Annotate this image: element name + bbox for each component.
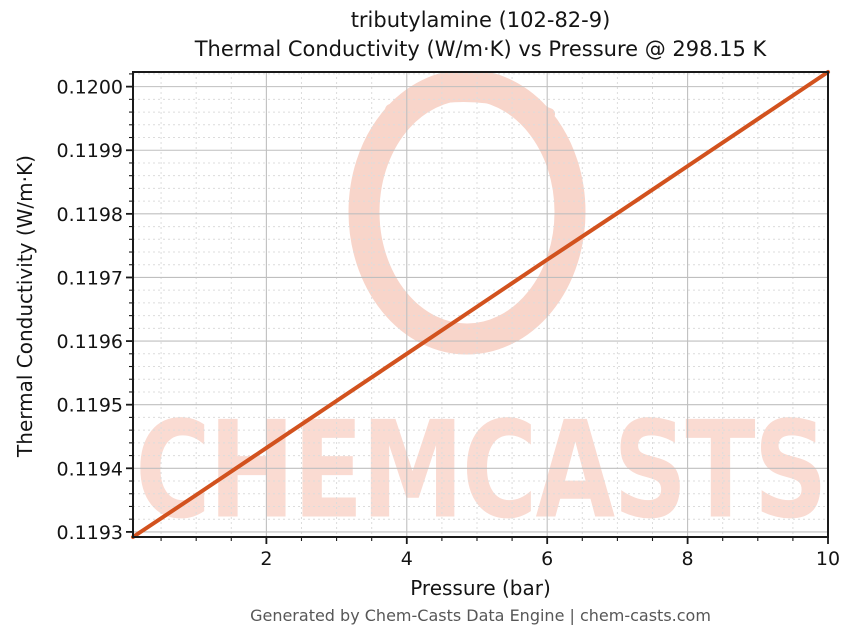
x-tick-label: 6 [541,548,553,570]
x-axis-label: Pressure (bar) [410,576,551,600]
x-tick-label: 4 [401,548,413,570]
y-tick-label: 0.1195 [57,395,123,417]
watermark-text: CHEMCASTS [135,393,828,537]
chart-title-line2: Thermal Conductivity (W/m·K) vs Pressure… [194,37,767,61]
watermark: CHEMCASTS [133,72,828,537]
y-tick-label: 0.1196 [57,331,123,353]
x-tick-label: 2 [260,548,272,570]
y-tick-label: 0.1199 [57,140,123,162]
footer-caption: Generated by Chem-Casts Data Engine | ch… [250,606,711,625]
y-axis-label: Thermal Conductivity (W/m·K) [13,155,37,457]
y-tick-label: 0.1194 [57,458,123,480]
x-tick-label: 10 [816,548,840,570]
chemcasts-logo-ring-icon [348,72,586,355]
chart-title: tributylamine (102-82-9) Thermal Conduct… [133,6,828,64]
y-tick-label: 0.1198 [57,204,123,226]
y-tick-label: 0.1200 [57,77,123,99]
y-tick-label: 0.1197 [57,267,123,289]
x-tick-label: 8 [682,548,694,570]
data-line-series [131,70,830,539]
axes-spines [132,71,829,538]
y-tick-label: 0.1193 [57,522,123,544]
chart-title-line1: tributylamine (102-82-9) [350,8,611,32]
